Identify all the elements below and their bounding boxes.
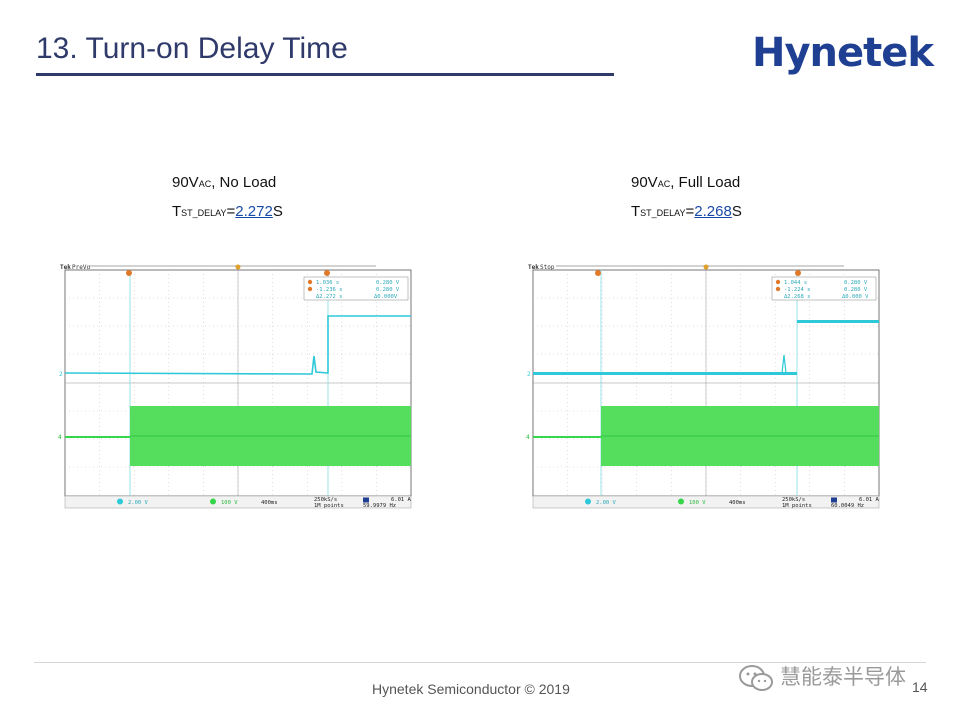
- panel1-cond-main: 90V: [172, 174, 199, 191]
- panel1-t-main: T: [172, 203, 182, 220]
- scope2-ch4-label: 4: [526, 434, 530, 441]
- panel2-t-main: T: [631, 203, 641, 220]
- scope1-ch4-idle: [65, 436, 130, 438]
- scope2-delta-time: Δ2.268 s: [784, 294, 811, 300]
- panel2-delay: TST_DELAY=2.268S: [631, 203, 742, 220]
- scope2-ch4-scale[interactable]: 100 V: [689, 500, 706, 506]
- panel1-t-eq: =: [226, 203, 236, 220]
- panel1-cond-rest: , No Load: [211, 174, 277, 191]
- scope2-marker-a: [595, 270, 601, 276]
- scope1-ch2-label: 2: [59, 371, 63, 378]
- scope2-cursor-a-volt: 0.280 V: [844, 280, 868, 286]
- scope1-frequency: 59.9979 Hz: [363, 503, 396, 509]
- scope2-ch4-idle: [533, 436, 601, 438]
- scope1-marker-a: [126, 270, 132, 276]
- scope2-cursor-readout: [771, 276, 877, 301]
- panel2-cond-rest: , Full Load: [670, 174, 741, 191]
- scope1-ch4-scale[interactable]: 100 V: [221, 500, 238, 506]
- footer-copyright: Hynetek Semiconductor © 2019: [372, 681, 570, 697]
- scope1-delta-time: Δ2.272 s: [316, 294, 343, 300]
- panel1-cond-sub: AC: [198, 179, 212, 189]
- scope1-ch2-trace: [64, 315, 411, 375]
- scope1-marker-b: [324, 270, 330, 276]
- scope1-sample-rate: 250kS/s: [314, 497, 337, 503]
- scope2-marker-b: [795, 270, 801, 276]
- panel2-cond-main: 90V: [631, 174, 658, 191]
- scope2-trigger-marker: [703, 264, 709, 270]
- panel2-t-unit: S: [731, 203, 742, 220]
- panel2-t-eq: =: [685, 203, 695, 220]
- scope1-trigger-level: 6.01 A: [391, 497, 412, 503]
- footer-divider: [34, 662, 926, 663]
- panel1-t-unit: S: [272, 203, 283, 220]
- scope1-cursor-readout: [303, 276, 409, 301]
- scope1-state: PreVu: [72, 264, 90, 271]
- scope-capture-no-load: Tek PreVu 2 4 1.036 s -1.236 s: [58, 260, 414, 510]
- scope2-ch2-label: 2: [527, 371, 531, 378]
- page-number: 14: [912, 679, 928, 695]
- scope2-ch2-spike: [781, 354, 787, 374]
- scope2-brand: Tek: [528, 264, 539, 271]
- scope1-status-bar: [64, 495, 412, 509]
- scope2-timebase[interactable]: 400ms: [729, 500, 746, 506]
- scope1-cursor-a-volt: 0.280 V: [376, 280, 400, 286]
- title-underline: [36, 73, 614, 76]
- scope1-trigger-marker: [235, 264, 241, 270]
- scope1-record-length: 1M points: [314, 503, 344, 509]
- scope2-ch2-scale[interactable]: 2.00 V: [596, 500, 617, 506]
- scope2-record-length: 1M points: [782, 503, 812, 509]
- panel1-t-sub: ST_DELAY: [181, 208, 227, 218]
- scope2-cursor-b-volt: 0.280 V: [844, 287, 868, 293]
- scope1-ch2-scale[interactable]: 2.00 V: [128, 500, 149, 506]
- scope2-sample-rate: 250kS/s: [782, 497, 805, 503]
- slide-title: 13. Turn-on Delay Time: [36, 32, 348, 65]
- scope1-brand: Tek: [60, 264, 71, 271]
- scope2-status-bar: [532, 495, 880, 509]
- scope2-cursor-a-time: 1.044 s: [784, 280, 807, 286]
- panel2-cond-sub: AC: [657, 179, 671, 189]
- scope1-timebase[interactable]: 400ms: [261, 500, 278, 506]
- scope1-ch4-label: 4: [58, 434, 62, 441]
- panel2-t-value[interactable]: 2.268: [694, 203, 732, 220]
- panel2-condition: 90VAC, Full Load: [631, 174, 740, 191]
- scope1-cursor-a-time: 1.036 s: [316, 280, 339, 286]
- panel1-condition: 90VAC, No Load: [172, 174, 276, 191]
- scope2-state: Stop: [540, 264, 555, 271]
- scope2-ch2-high: [797, 320, 879, 323]
- panel2-t-sub: ST_DELAY: [640, 208, 686, 218]
- scope2-delta-volt: Δ0.000 V: [842, 294, 869, 300]
- scope2-cursor-b-time: -1.224 s: [784, 287, 811, 293]
- panel1-delay: TST_DELAY=2.272S: [172, 203, 283, 220]
- scope1-delta-volt: Δ0.000V: [374, 294, 398, 300]
- hynetek-logo: Hynetek: [752, 30, 934, 76]
- scope-capture-full-load: Tek Stop 2 4 1.044 s -: [526, 260, 882, 510]
- panel1-t-value[interactable]: 2.272: [235, 203, 273, 220]
- watermark-text: 慧能泰半导体: [780, 665, 906, 689]
- scope2-ch2-low: [533, 372, 797, 375]
- wechat-icon: [739, 665, 773, 691]
- scope2-trigger-level: 6.01 A: [859, 497, 880, 503]
- watermark: 慧能泰半导体: [738, 661, 906, 693]
- scope2-frequency: 60.0049 Hz: [831, 503, 864, 509]
- scope1-cursor-b-time: -1.236 s: [316, 287, 343, 293]
- scope1-cursor-b-volt: 0.280 V: [376, 287, 400, 293]
